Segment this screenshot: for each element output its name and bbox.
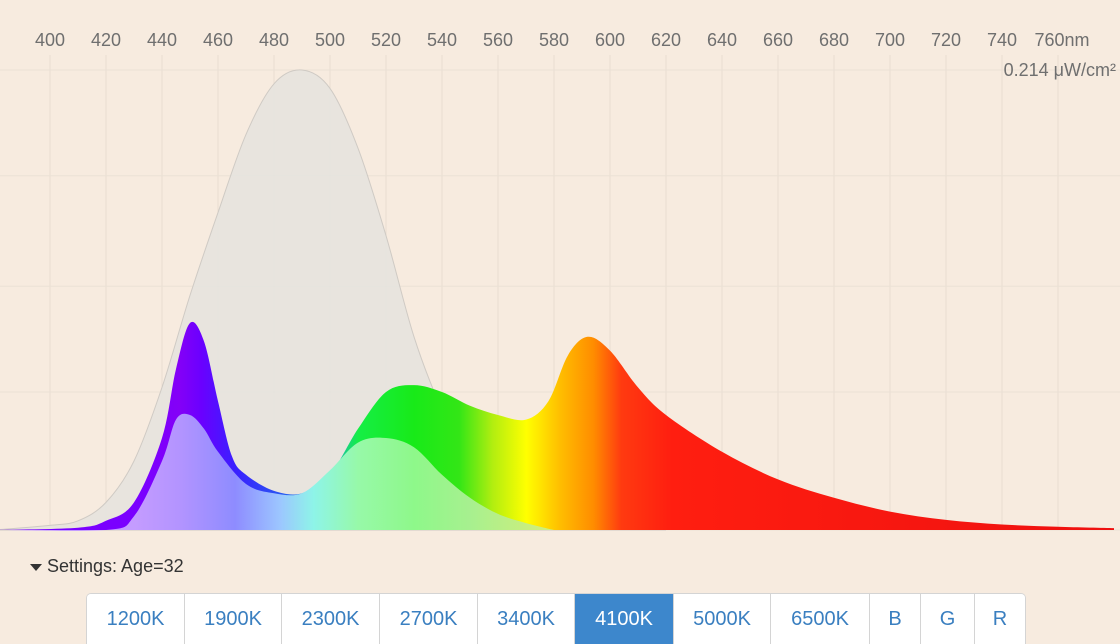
x-tick-label: 640 bbox=[707, 30, 737, 50]
x-tick-label: 560 bbox=[483, 30, 513, 50]
x-tick-label: 620 bbox=[651, 30, 681, 50]
x-tick-label: 440 bbox=[147, 30, 177, 50]
x-tick-label: 500 bbox=[315, 30, 345, 50]
x-tick-label: 540 bbox=[427, 30, 457, 50]
preset-button-red[interactable]: R bbox=[975, 594, 1025, 644]
x-tick-label: 680 bbox=[819, 30, 849, 50]
preset-button-2700k[interactable]: 2700K bbox=[380, 594, 478, 644]
x-tick-label: 580 bbox=[539, 30, 569, 50]
x-tick-label: 760nm bbox=[1034, 30, 1089, 50]
preset-button-1200k[interactable]: 1200K bbox=[87, 594, 185, 644]
x-tick-label: 720 bbox=[931, 30, 961, 50]
inner-spectrum-area bbox=[0, 413, 554, 532]
x-tick-label: 460 bbox=[203, 30, 233, 50]
x-tick-label: 600 bbox=[595, 30, 625, 50]
preset-button-green[interactable]: G bbox=[921, 594, 975, 644]
spectrum-area bbox=[0, 321, 1114, 530]
settings-toggle[interactable]: Settings: Age=32 bbox=[30, 556, 184, 577]
x-tick-label: 520 bbox=[371, 30, 401, 50]
preset-button-blue[interactable]: B bbox=[870, 594, 921, 644]
preset-button-5000k[interactable]: 5000K bbox=[674, 594, 771, 644]
x-tick-label: 660 bbox=[763, 30, 793, 50]
color-temperature-selector: 1200K 1900K 2300K 2700K 3400K 4100K 5000… bbox=[86, 593, 1026, 644]
preset-button-3400k[interactable]: 3400K bbox=[478, 594, 575, 644]
preset-button-4100k[interactable]: 4100K bbox=[575, 594, 674, 644]
preset-button-2300k[interactable]: 2300K bbox=[282, 594, 380, 644]
x-tick-label: 480 bbox=[259, 30, 289, 50]
x-tick-label: 740 bbox=[987, 30, 1017, 50]
x-tick-label: 400 bbox=[35, 30, 65, 50]
intensity-readout: 0.214 μW/cm² bbox=[1004, 60, 1116, 80]
x-tick-label: 420 bbox=[91, 30, 121, 50]
spectrum-chart: 400 420 440 460 480 500 520 540 560 580 600 620 640 6… bbox=[0, 30, 1120, 532]
settings-label: Settings: Age=32 bbox=[47, 556, 184, 576]
x-tick-label: 700 bbox=[875, 30, 905, 50]
preset-button-1900k[interactable]: 1900K bbox=[185, 594, 282, 644]
caret-down-icon bbox=[30, 563, 42, 571]
preset-button-6500k[interactable]: 6500K bbox=[771, 594, 870, 644]
